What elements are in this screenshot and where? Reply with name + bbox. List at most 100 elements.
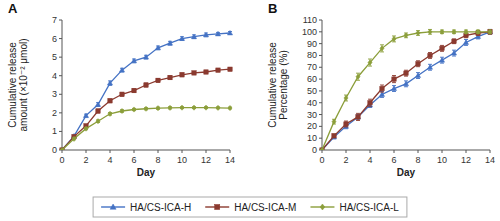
error-bar — [332, 119, 336, 124]
point — [476, 29, 480, 34]
error-bar — [416, 61, 420, 67]
point — [428, 29, 432, 34]
legend-label: HA/CS-ICA-M — [234, 202, 296, 213]
point — [392, 77, 396, 81]
error-bar-cap — [344, 121, 348, 122]
error-bar — [168, 76, 172, 80]
y-tick-label: 2 — [52, 108, 57, 118]
point — [487, 29, 492, 34]
panel: 0246810121401234567DayCumulative release… — [7, 1, 235, 178]
point — [392, 36, 396, 41]
error-bar — [392, 76, 396, 83]
point — [356, 115, 360, 119]
error-bar-cap — [416, 78, 420, 79]
x-tick-label: 12 — [201, 155, 211, 165]
x-tick-label: 2 — [343, 155, 348, 165]
error-bar — [144, 83, 148, 87]
error-bar — [120, 68, 124, 72]
error-bar — [392, 36, 396, 42]
error-bar-cap — [368, 59, 372, 60]
y-axis-label-line: Cumulative release — [7, 42, 18, 128]
point — [132, 107, 136, 112]
legend-label: HA/CS-ICA-L — [339, 202, 399, 213]
plot-area — [319, 29, 492, 150]
x-tick — [110, 150, 111, 153]
point — [404, 33, 408, 38]
error-bar — [392, 86, 396, 92]
point — [488, 29, 492, 34]
point — [108, 111, 112, 116]
x-tick — [370, 150, 371, 153]
point — [215, 31, 220, 36]
y-tick — [59, 20, 62, 21]
point — [380, 86, 384, 90]
point — [428, 53, 432, 57]
point — [440, 29, 444, 34]
point — [356, 74, 360, 79]
error-bar-cap — [368, 99, 372, 100]
error-bar-cap — [356, 120, 360, 121]
error-bar-cap — [380, 44, 384, 45]
plot-area — [59, 30, 232, 150]
series-line — [322, 32, 490, 150]
y-tick-label: 20 — [307, 121, 317, 131]
y-tick — [319, 55, 322, 56]
y-tick-label: 110 — [303, 15, 317, 25]
error-bar-cap — [380, 51, 384, 52]
error-bar — [464, 40, 468, 46]
point — [120, 108, 124, 113]
point — [451, 50, 456, 55]
point — [380, 46, 384, 51]
error-bar-cap — [380, 85, 384, 86]
error-bar — [488, 29, 492, 34]
x-tick-label: 14 — [485, 155, 495, 165]
y-axis-label-line: amount (×10⁻² μmol) — [18, 38, 29, 131]
series-line — [62, 69, 230, 150]
y-tick — [319, 43, 322, 44]
error-bar-cap — [392, 82, 396, 83]
point — [155, 45, 160, 50]
y-tick — [319, 138, 322, 139]
y-axis-line — [62, 20, 63, 150]
error-bar-cap — [416, 66, 420, 67]
y-tick-label: 5 — [52, 52, 57, 62]
error-bar — [428, 64, 432, 70]
error-bar-cap — [368, 66, 372, 67]
y-tick-label: 60 — [307, 74, 317, 84]
point — [332, 134, 336, 138]
point — [416, 30, 420, 35]
x-tick-label: 12 — [461, 155, 471, 165]
x-tick-label: 2 — [83, 155, 88, 165]
series-line — [322, 32, 490, 150]
error-bar — [416, 73, 420, 79]
x-axis-label: Day — [397, 167, 416, 178]
point — [203, 32, 208, 37]
error-bar — [204, 33, 208, 37]
point — [320, 148, 324, 150]
point — [331, 134, 336, 139]
y-tick — [59, 38, 62, 39]
y-tick-label: 100 — [302, 27, 317, 37]
series-line — [62, 33, 230, 150]
point — [132, 88, 136, 92]
y-tick-label: 1 — [52, 126, 57, 136]
y-axis-label-line: Cumulative release — [267, 42, 278, 128]
error-bar-cap — [404, 86, 408, 87]
point — [119, 68, 124, 73]
error-bar — [404, 70, 408, 76]
point — [391, 86, 396, 91]
error-bar — [452, 39, 456, 44]
error-bar — [156, 79, 160, 83]
legend-marker — [320, 204, 325, 210]
x-tick — [346, 150, 347, 153]
error-bar — [452, 50, 456, 56]
point — [168, 75, 172, 79]
error-bar — [416, 31, 420, 36]
error-bar-cap — [404, 76, 408, 77]
error-bar — [452, 30, 456, 34]
y-tick — [319, 31, 322, 32]
point — [344, 95, 348, 100]
point — [156, 78, 160, 82]
legend-item: HA/CS-ICA-L — [310, 202, 399, 213]
x-tick — [466, 150, 467, 153]
